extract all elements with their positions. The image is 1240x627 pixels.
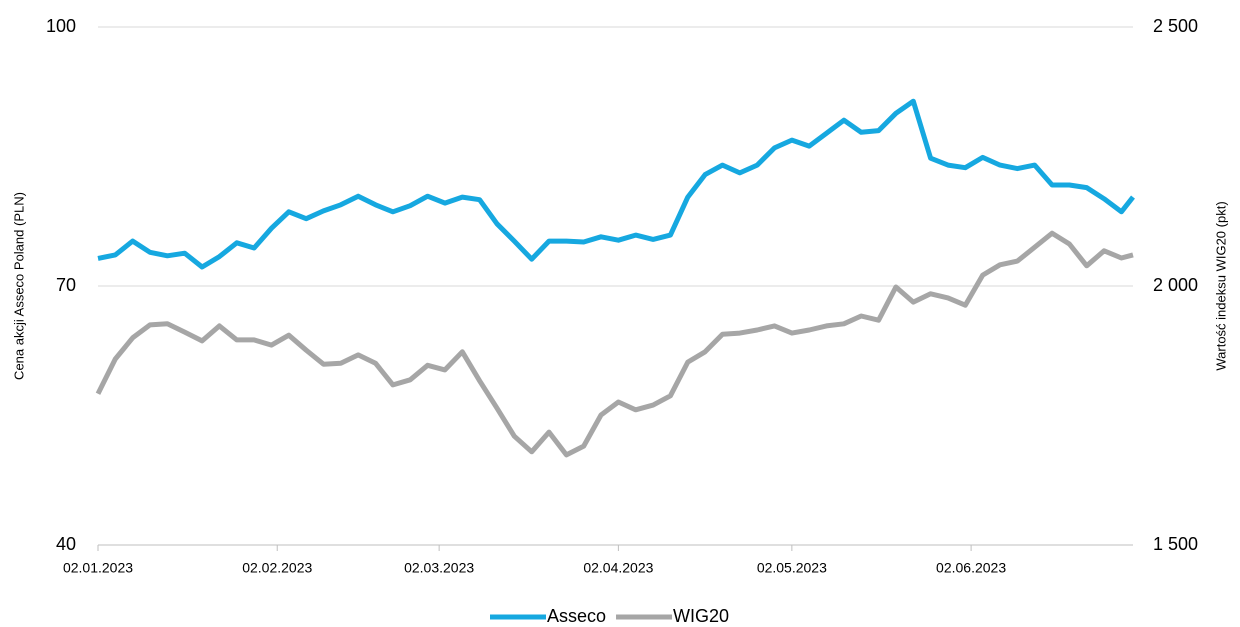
legend-label: WIG20 [673,606,729,626]
x-tick-label: 02.03.2023 [404,560,474,576]
x-tick-label: 02.04.2023 [583,560,653,576]
x-tick-label: 02.05.2023 [757,560,827,576]
y-tick-label: 40 [56,534,76,554]
y2-axis-title: Wartość indeksu WIG20 (pkt) [1213,201,1228,370]
y2-tick-label: 2 000 [1153,275,1198,295]
legend-label: Asseco [547,606,606,626]
y2-tick-label: 2 500 [1153,16,1198,36]
x-tick-label: 02.06.2023 [936,560,1006,576]
y-tick-label: 100 [46,16,76,36]
line-wig20 [95,230,1134,458]
y-axis-title: Cena akcji Asseco Poland (PLN) [11,192,26,380]
x-tick-label: 02.02.2023 [242,560,312,576]
x-tick-label: 02.01.2023 [63,560,133,576]
y-tick-label: 70 [56,275,76,295]
y2-tick-label: 1 500 [1153,534,1198,554]
line-asseco [97,98,1135,270]
